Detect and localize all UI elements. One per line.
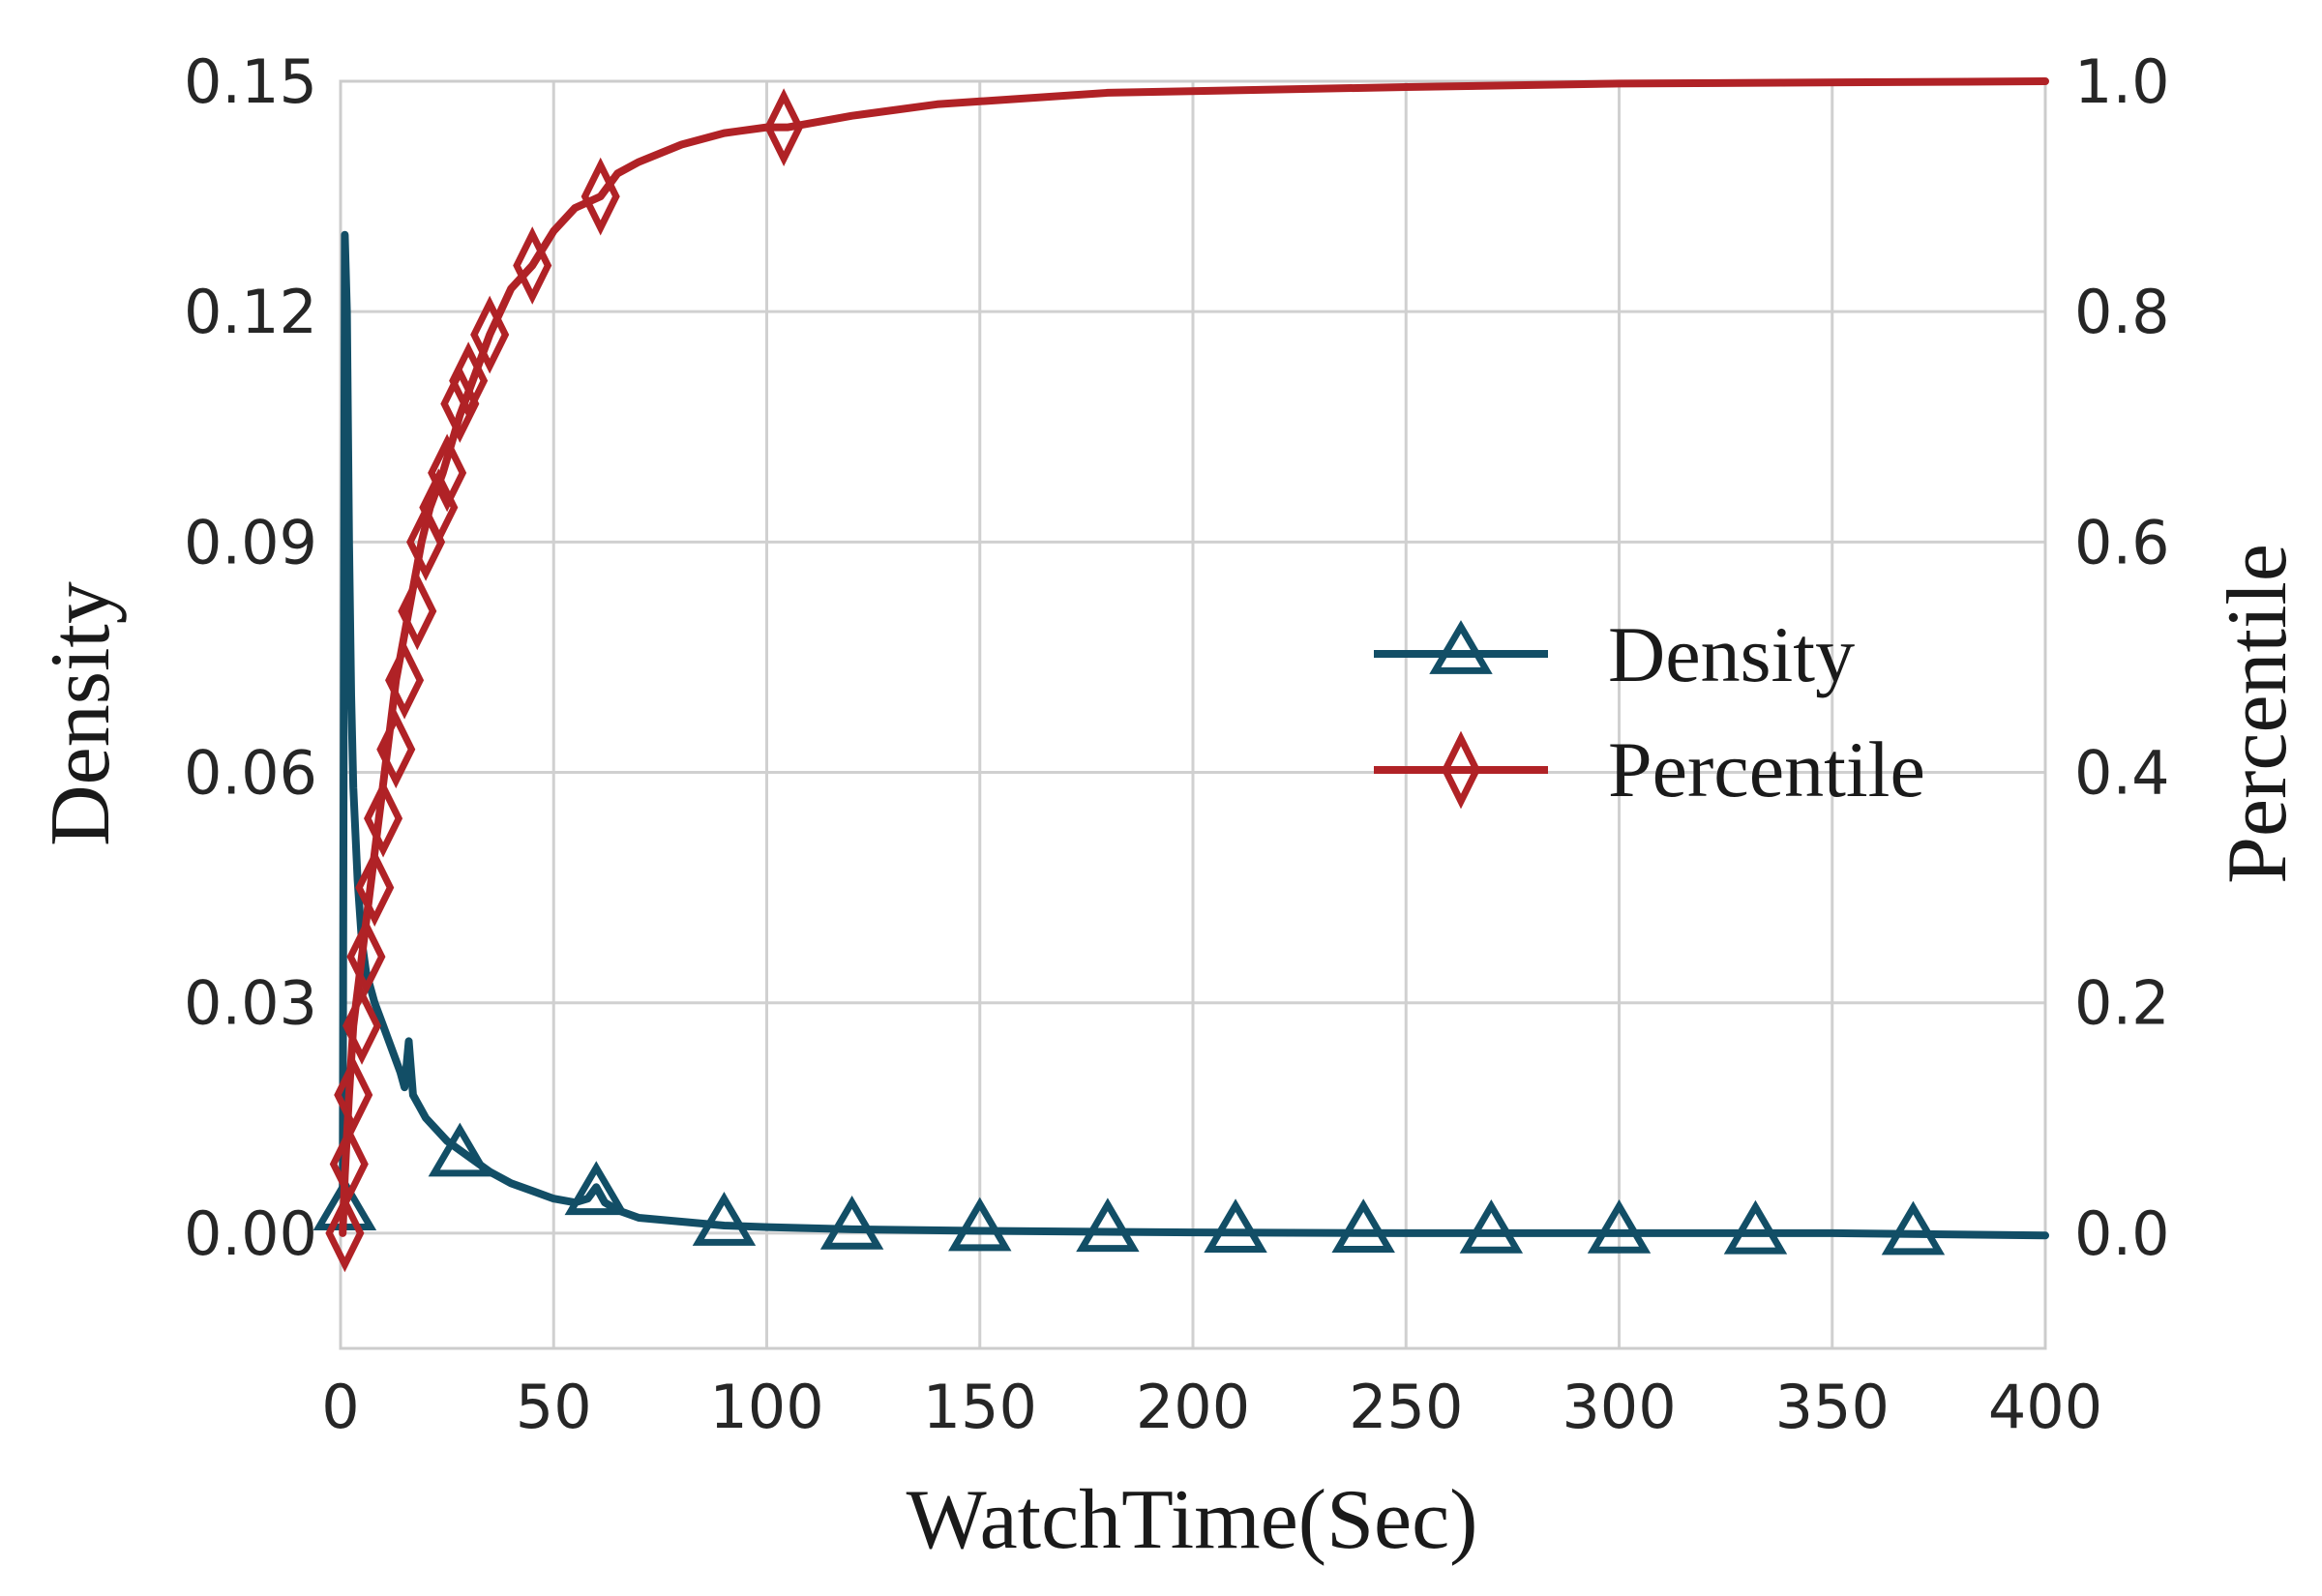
density-marker	[692, 1192, 757, 1246]
y-left-tick-label: 0.15	[184, 46, 317, 117]
tick-label-layer: 0 50 100 150 200 250 300 350 400 0.00 0.03 0.06 0.09…	[184, 46, 2170, 1442]
x-tick-label: 150	[923, 1372, 1037, 1442]
density-marker	[1076, 1197, 1140, 1253]
percentile-marker	[513, 226, 552, 305]
y-right-tick-label: 0.2	[2074, 968, 2170, 1039]
y-left-tick-label: 0.00	[184, 1198, 317, 1269]
x-tick-label: 50	[516, 1372, 592, 1442]
legend-density-marker	[1429, 620, 1493, 674]
series-layer	[313, 77, 2049, 1273]
density-marker	[819, 1196, 884, 1250]
density-marker	[1204, 1198, 1267, 1253]
x-tick-label: 350	[1775, 1372, 1890, 1442]
x-tick-label: 300	[1562, 1372, 1676, 1442]
y-right-tick-label: 0.6	[2074, 507, 2170, 577]
density-marker	[1331, 1198, 1395, 1253]
x-tick-label: 400	[1988, 1372, 2102, 1442]
legend: Density Percentile	[1374, 610, 1925, 813]
density-marker	[1723, 1199, 1788, 1255]
percentile-marker	[449, 341, 489, 421]
percentile-marker	[428, 433, 467, 513]
percentile-marker	[346, 917, 386, 996]
y-right-tick-label: 0.0	[2074, 1198, 2170, 1269]
x-tick-label: 250	[1349, 1372, 1463, 1442]
density-marker	[1459, 1198, 1524, 1254]
percentile-marker	[440, 365, 480, 443]
percentile-marker	[329, 1125, 369, 1203]
y-right-tick-label: 1.0	[2074, 46, 2170, 117]
percentile-marker	[398, 572, 437, 651]
density-marker	[428, 1122, 492, 1177]
density-marker	[1881, 1200, 1946, 1256]
x-tick-label: 0	[321, 1372, 359, 1442]
density-marker	[1587, 1198, 1652, 1254]
percentile-marker	[325, 1194, 365, 1273]
y-right-tick-label: 0.4	[2074, 738, 2170, 809]
x-axis-title: WatchTime(Sec)	[907, 1473, 1478, 1567]
legend-percentile-label: Percentile	[1608, 725, 1925, 813]
y-left-tick-label: 0.12	[184, 277, 317, 347]
percentile-marker	[342, 987, 382, 1065]
y-axis-title-left: Density	[34, 581, 128, 846]
y-left-tick-label: 0.09	[184, 507, 317, 577]
percentile-marker	[355, 848, 395, 928]
legend-density-label: Density	[1608, 610, 1855, 698]
percentile-marker	[376, 710, 416, 789]
y-left-tick-label: 0.03	[184, 968, 317, 1039]
y-left-tick-label: 0.06	[184, 738, 317, 809]
percentile-marker	[470, 295, 510, 374]
density-marker	[564, 1161, 629, 1216]
legend-percentile-marker	[1441, 730, 1481, 810]
percentile-marker	[364, 779, 403, 858]
y-axis-title-right: Percentile	[2211, 544, 2305, 884]
y-right-tick-label: 0.8	[2074, 277, 2170, 347]
percentile-marker	[334, 1055, 373, 1135]
x-tick-label: 200	[1136, 1372, 1250, 1442]
x-tick-label: 100	[709, 1372, 823, 1442]
percentile-marker	[385, 640, 425, 720]
percentile-marker	[764, 88, 804, 167]
density-marker	[948, 1197, 1012, 1252]
percentile-marker	[580, 157, 620, 236]
